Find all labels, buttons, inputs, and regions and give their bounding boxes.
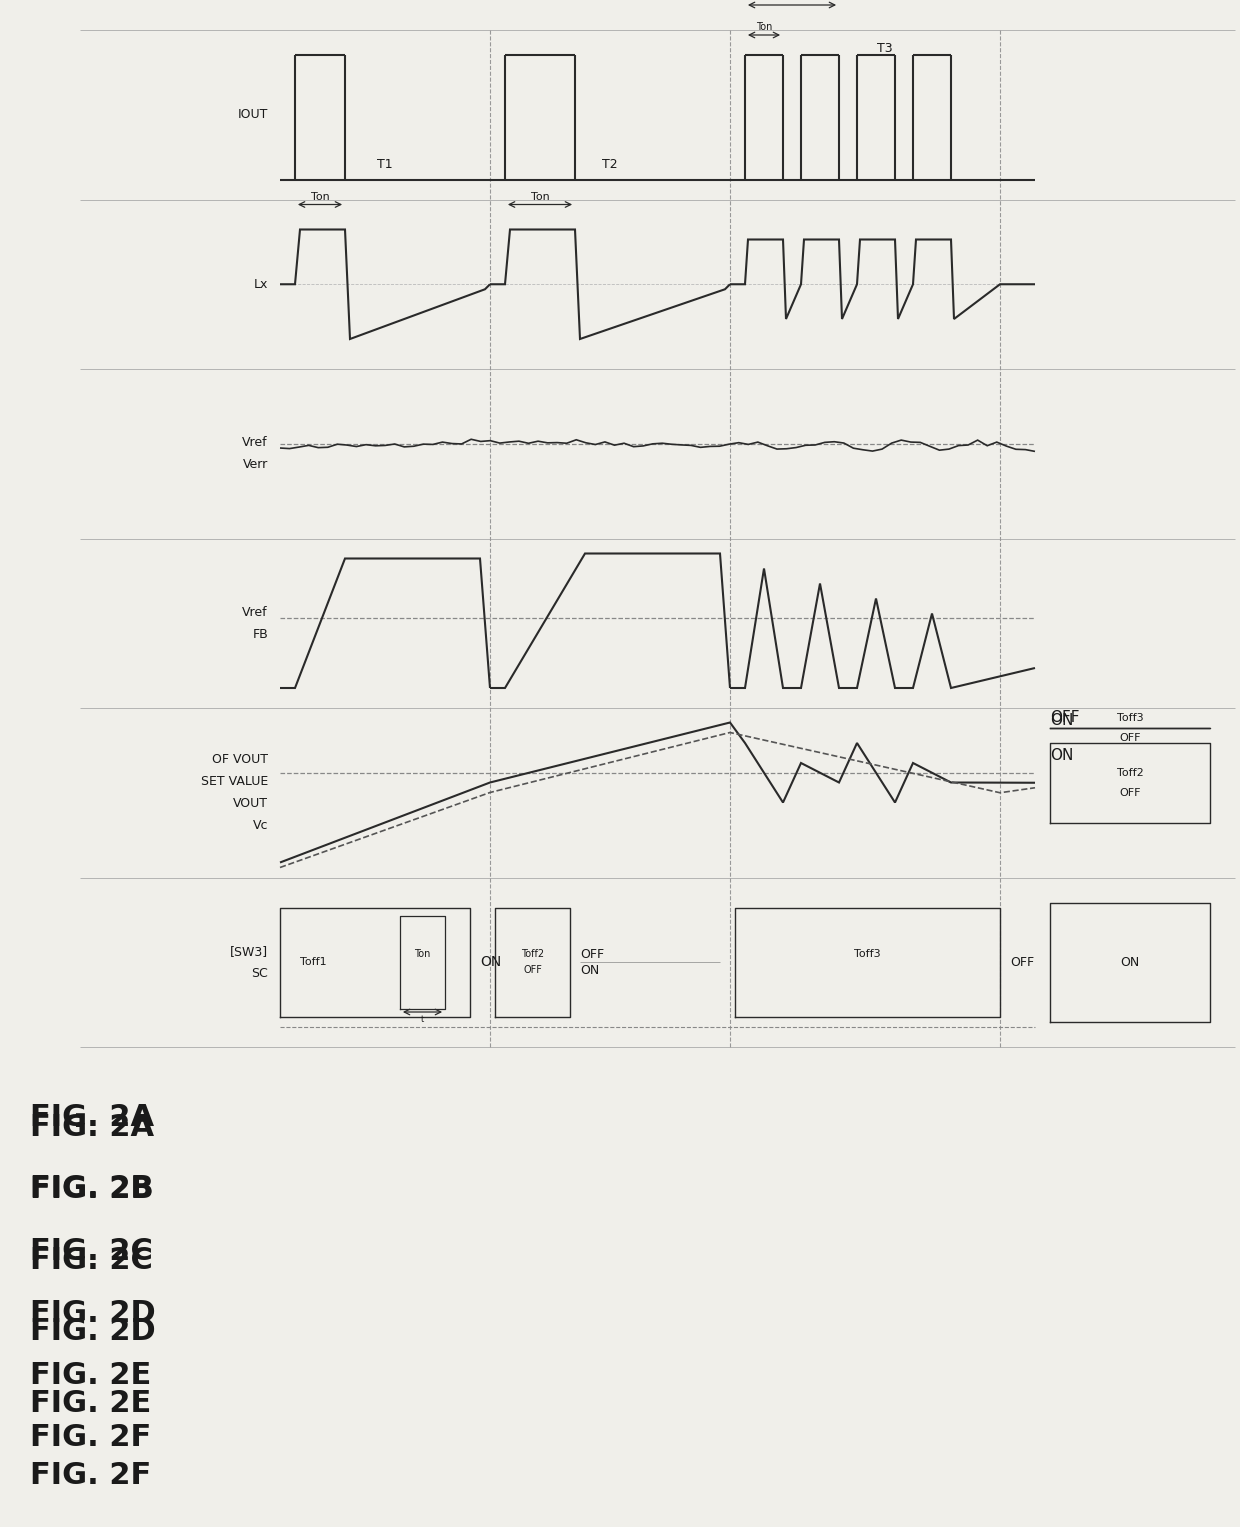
Text: FIG. 2B: FIG. 2B [30,1174,154,1203]
Text: Vc: Vc [253,820,268,832]
Text: Toff1: Toff1 [300,957,326,967]
Text: Vref: Vref [242,606,268,618]
Text: FIG. 2F: FIG. 2F [30,1423,151,1452]
Text: OFF: OFF [1011,956,1034,968]
Text: OFF: OFF [1120,788,1141,797]
Text: OFF: OFF [523,965,542,976]
Text: FIG. 2A: FIG. 2A [30,1102,154,1132]
Text: ON: ON [1121,956,1140,968]
Text: Toff2: Toff2 [521,950,544,959]
Text: FIG. 2F: FIG. 2F [30,1461,151,1490]
Text: VOUT: VOUT [233,797,268,811]
Text: T2: T2 [603,157,618,171]
Text: IOUT: IOUT [238,108,268,121]
Text: T3: T3 [877,41,893,55]
Text: Ton: Ton [311,191,330,202]
Text: OF VOUT: OF VOUT [212,753,268,767]
Text: T: T [789,0,795,2]
Text: OFF: OFF [580,948,604,960]
Text: t: t [420,1015,424,1025]
Text: Ton: Ton [531,191,549,202]
Text: FIG. 2B: FIG. 2B [30,1174,154,1203]
Text: OFF: OFF [1120,733,1141,742]
Text: OFF: OFF [1050,710,1080,725]
Text: [SW3]: [SW3] [229,945,268,957]
Text: Toff2: Toff2 [1117,768,1143,777]
Text: Toff3: Toff3 [854,950,880,959]
Text: T1: T1 [377,157,393,171]
Text: FIG. 2E: FIG. 2E [30,1390,151,1419]
Text: ON: ON [1050,713,1074,728]
Text: Verr: Verr [243,458,268,472]
Text: FIG. 2C: FIG. 2C [30,1237,153,1266]
Text: Ton: Ton [756,21,773,32]
Text: ON: ON [1050,748,1074,764]
Text: FIG. 2D: FIG. 2D [30,1318,156,1347]
Text: ON: ON [580,964,599,977]
Text: SC: SC [252,967,268,980]
Text: Vref: Vref [242,437,268,449]
Text: FIG. 2D: FIG. 2D [30,1298,156,1327]
Text: Ton: Ton [414,950,430,959]
Text: SET VALUE: SET VALUE [201,776,268,788]
Text: FIG. 2C: FIG. 2C [30,1246,153,1275]
Text: ON: ON [480,956,501,970]
Text: FIG. 2E: FIG. 2E [30,1361,151,1390]
Text: Lx: Lx [254,278,268,290]
Text: FB: FB [252,628,268,641]
Text: FIG. 2A: FIG. 2A [30,1113,154,1142]
Text: Toff3: Toff3 [1117,713,1143,722]
